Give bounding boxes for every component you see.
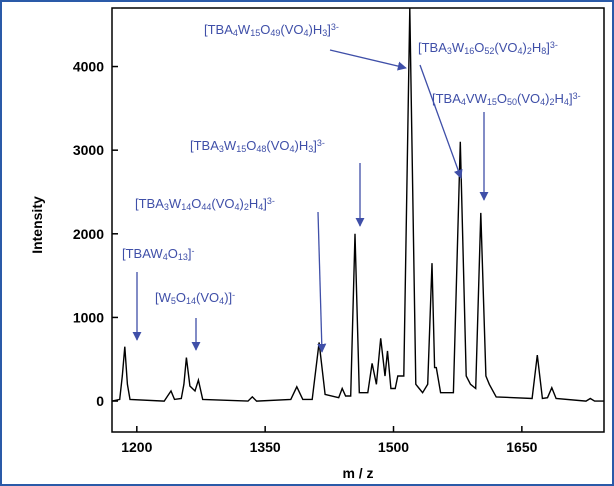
annotation: [TBAW4O13]- (122, 246, 194, 262)
annotation-arrow (329, 49, 407, 71)
annotation-arrow (419, 64, 463, 179)
x-axis-title: m / z (342, 465, 373, 481)
y-tick-label: 3000 (73, 142, 104, 158)
y-axis-title: Intensity (29, 196, 45, 254)
spectrum-line (112, 8, 604, 402)
annotation: [TBA3W14O44(VO4)2H4]3- (135, 196, 275, 212)
annotation-arrow (317, 211, 327, 353)
y-tick-label: 4000 (73, 59, 104, 75)
annotation: [W5O14(VO4)]- (155, 290, 235, 306)
annotation: [TBA4VW15O50(VO4)2H4]3- (432, 91, 581, 107)
y-tick-label: 2000 (73, 226, 104, 242)
x-tick-label: 1500 (378, 439, 409, 455)
x-tick-label: 1350 (250, 439, 281, 455)
annotation: [TBA4W15O49(VO4)H3]3- (204, 22, 339, 38)
annotation: [TBA3W15O48(VO4)H3]3- (190, 138, 325, 154)
annotation: [TBA3W16O52(VO4)2H8]3- (418, 40, 558, 56)
y-tick-label: 0 (96, 393, 104, 409)
plot-frame (111, 7, 605, 433)
x-tick-label: 1200 (121, 439, 152, 455)
x-tick-label: 1650 (506, 439, 537, 455)
y-tick-label: 1000 (73, 309, 104, 325)
